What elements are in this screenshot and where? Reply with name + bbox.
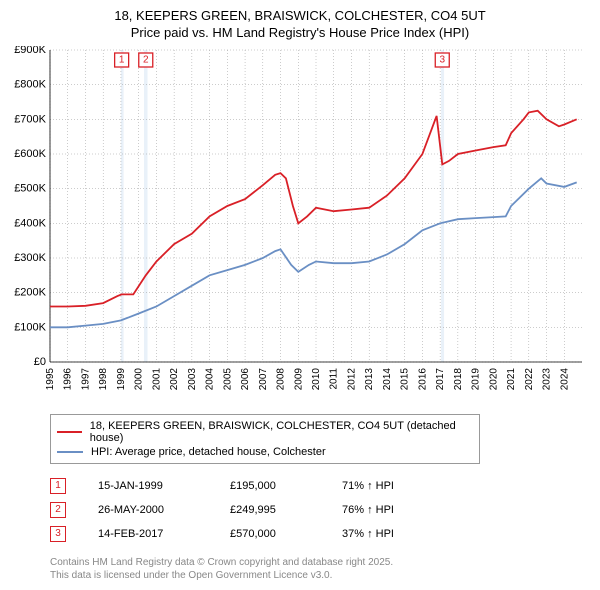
sale-band	[441, 50, 444, 362]
x-axis-label: 2019	[471, 367, 482, 390]
price-paid-line	[50, 110, 577, 306]
x-axis-label: 2001	[151, 367, 162, 390]
x-axis-label: 1997	[80, 367, 91, 390]
sale-date: 14-FEB-2017	[98, 528, 198, 540]
x-axis-label: 2004	[205, 367, 216, 390]
sales-row: 1 15-JAN-1999 £195,000 71% ↑ HPI	[50, 474, 588, 498]
x-axis-label: 2012	[346, 367, 357, 390]
sales-row: 3 14-FEB-2017 £570,000 37% ↑ HPI	[50, 522, 588, 546]
footnote: Contains HM Land Registry data © Crown c…	[50, 556, 588, 582]
x-axis-label: 2009	[293, 367, 304, 390]
y-axis-label: £600K	[14, 148, 46, 160]
x-axis-label: 2013	[364, 367, 375, 390]
chart-svg: £0 £100K £200K £300K £400K £500K £600K £700K £80…	[12, 46, 588, 406]
x-axis-label: 1998	[98, 367, 109, 390]
x-axis-label: 2024	[559, 367, 570, 390]
sale-delta: 76% ↑ HPI	[342, 504, 422, 516]
chart-plot-area: £0 £100K £200K £300K £400K £500K £600K £700K £80…	[12, 46, 588, 406]
sale-marker-number: 2	[143, 54, 149, 65]
legend-label: 18, KEEPERS GREEN, BRAISWICK, COLCHESTER…	[90, 420, 473, 444]
y-axis-label: £300K	[14, 252, 46, 264]
x-axis-label: 2000	[134, 367, 145, 390]
x-axis-label: 2014	[382, 367, 393, 390]
footnote-line1: Contains HM Land Registry data © Crown c…	[50, 556, 588, 569]
legend-item: HPI: Average price, detached house, Colc…	[57, 445, 473, 459]
x-axis-label: 2005	[222, 367, 233, 390]
y-axis-label: £400K	[14, 217, 46, 229]
sale-marker-number: 3	[439, 54, 445, 65]
sale-marker-number: 1	[119, 54, 125, 65]
y-axis-label: £800K	[14, 78, 46, 90]
sale-price: £570,000	[230, 528, 310, 540]
sale-marker: 1	[50, 478, 66, 494]
x-axis-label: 1999	[116, 367, 127, 390]
x-axis-label: 1996	[63, 367, 74, 390]
x-axis-label: 1995	[45, 367, 56, 390]
x-axis-label: 2006	[240, 367, 251, 390]
x-axis-label: 2015	[400, 367, 411, 390]
sale-band	[121, 50, 124, 362]
sale-price: £195,000	[230, 480, 310, 492]
legend-swatch	[57, 451, 83, 453]
y-axis-label: £900K	[14, 46, 46, 56]
x-axis-label: 2002	[169, 367, 180, 390]
y-axis-label: £100K	[14, 321, 46, 333]
legend: 18, KEEPERS GREEN, BRAISWICK, COLCHESTER…	[50, 414, 480, 464]
x-axis-label: 2007	[258, 367, 269, 390]
title-subtitle: Price paid vs. HM Land Registry's House …	[12, 25, 588, 42]
sale-marker: 2	[50, 502, 66, 518]
title-address: 18, KEEPERS GREEN, BRAISWICK, COLCHESTER…	[12, 8, 588, 25]
sales-row: 2 26-MAY-2000 £249,995 76% ↑ HPI	[50, 498, 588, 522]
x-axis-label: 2021	[506, 367, 517, 390]
x-axis-label: 2018	[453, 367, 464, 390]
x-axis-label: 2010	[311, 367, 322, 390]
hpi-line	[50, 178, 577, 327]
sale-marker: 3	[50, 526, 66, 542]
chart-title: 18, KEEPERS GREEN, BRAISWICK, COLCHESTER…	[12, 8, 588, 42]
x-axis-label: 2016	[417, 367, 428, 390]
sale-delta: 37% ↑ HPI	[342, 528, 422, 540]
x-axis-label: 2003	[187, 367, 198, 390]
sale-delta: 71% ↑ HPI	[342, 480, 422, 492]
x-axis-label: 2017	[435, 367, 446, 390]
x-axis-label: 2011	[329, 367, 340, 389]
sale-band	[144, 50, 148, 362]
sale-price: £249,995	[230, 504, 310, 516]
legend-label: HPI: Average price, detached house, Colc…	[91, 446, 326, 458]
legend-swatch	[57, 431, 82, 433]
x-axis-label: 2008	[276, 367, 287, 390]
footnote-line2: This data is licensed under the Open Gov…	[50, 569, 588, 582]
sale-date: 26-MAY-2000	[98, 504, 198, 516]
y-axis-label: £0	[34, 356, 46, 368]
chart-container: 18, KEEPERS GREEN, BRAISWICK, COLCHESTER…	[0, 0, 600, 590]
y-axis-label: £200K	[14, 286, 46, 298]
x-axis-label: 2022	[524, 367, 535, 390]
x-axis-label: 2023	[542, 367, 553, 390]
y-axis-label: £700K	[14, 113, 46, 125]
sale-date: 15-JAN-1999	[98, 480, 198, 492]
legend-item: 18, KEEPERS GREEN, BRAISWICK, COLCHESTER…	[57, 419, 473, 445]
sales-table: 1 15-JAN-1999 £195,000 71% ↑ HPI 2 26-MA…	[50, 474, 588, 546]
x-axis-label: 2020	[488, 367, 499, 390]
y-axis-label: £500K	[14, 182, 46, 194]
